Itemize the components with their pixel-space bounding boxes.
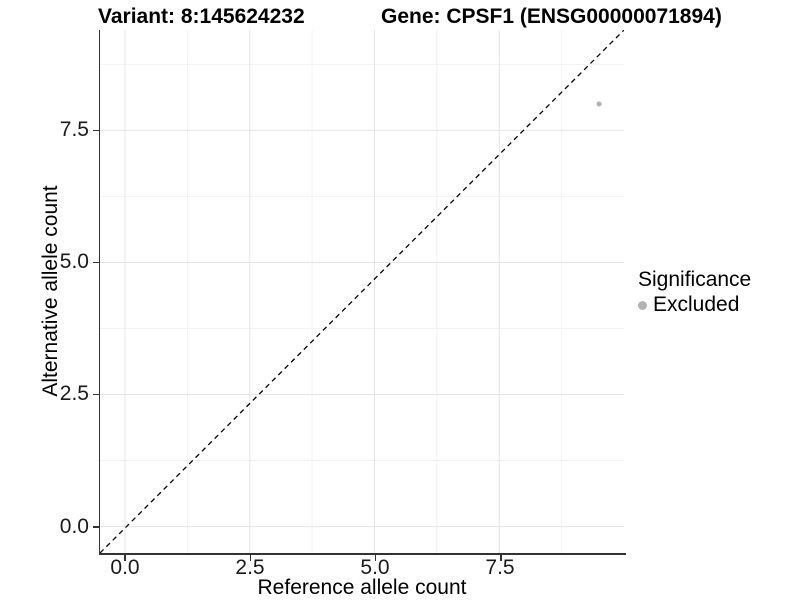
- x-tick-label: 2.5: [235, 556, 265, 579]
- y-axis-title: Alternative allele count: [39, 185, 62, 397]
- y-tick-label: 7.5: [59, 118, 89, 141]
- y-axis-line: [98, 30, 100, 554]
- x-axis-line: [98, 553, 626, 555]
- y-tick-label: 5.0: [59, 250, 89, 273]
- plot-panel: [100, 30, 624, 553]
- plot-title-variant: Variant: 8:145624232: [98, 5, 305, 28]
- legend: Significance Excluded: [638, 267, 751, 317]
- legend-item-excluded: Excluded: [638, 293, 751, 317]
- x-tick-label: 5.0: [360, 556, 390, 579]
- x-tick-mark: [249, 554, 252, 561]
- x-axis-title: Reference allele count: [257, 576, 467, 599]
- y-tick-label: 0.0: [59, 515, 89, 538]
- plot-title-gene: Gene: CPSF1 (ENSG00000071894): [381, 5, 722, 28]
- y-tick-label: 2.5: [59, 382, 89, 405]
- x-tick-label: 7.5: [485, 556, 515, 579]
- y-tick-mark: [93, 261, 99, 263]
- legend-title: Significance: [638, 268, 752, 291]
- identity-dashed-line: [100, 30, 624, 553]
- legend-item-label: Excluded: [653, 293, 740, 316]
- data-point-excluded: [596, 101, 602, 107]
- x-tick-mark: [374, 554, 377, 561]
- x-tick-label: 0.0: [110, 556, 140, 579]
- x-tick-mark: [500, 554, 502, 561]
- x-tick-mark: [124, 554, 126, 561]
- y-tick-mark: [93, 393, 99, 395]
- excluded-point-icon: [638, 300, 647, 310]
- y-tick-mark: [93, 526, 99, 528]
- y-tick-mark: [93, 129, 99, 131]
